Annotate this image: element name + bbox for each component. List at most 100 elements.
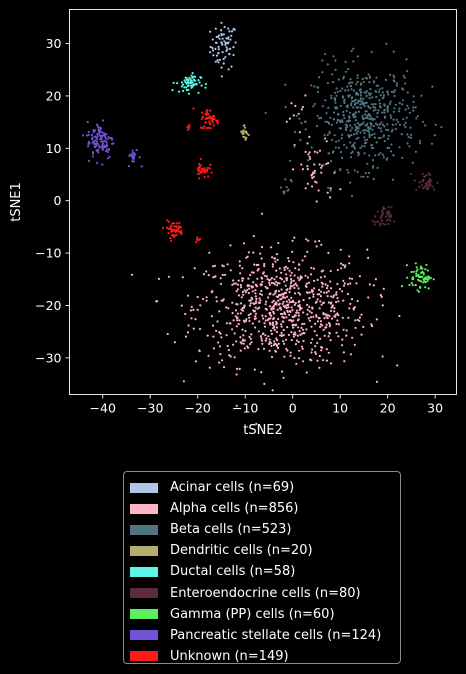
data-point [382, 156, 385, 159]
data-point [376, 111, 379, 115]
data-point [306, 165, 309, 168]
data-point [107, 150, 110, 153]
data-point [425, 277, 428, 280]
data-point [277, 317, 280, 321]
data-point [320, 303, 323, 306]
data-point [318, 163, 321, 166]
data-point [410, 270, 413, 274]
data-point [370, 324, 374, 328]
data-point [332, 150, 335, 153]
data-point [301, 168, 304, 171]
data-point [398, 107, 401, 110]
data-point [306, 142, 309, 145]
data-point [259, 283, 262, 286]
data-point [343, 282, 346, 285]
data-point [316, 298, 319, 301]
data-point [368, 133, 371, 136]
data-point [283, 266, 286, 269]
legend-label: Acinar cells (n=69) [170, 480, 295, 496]
data-point [330, 306, 333, 309]
data-point [293, 292, 297, 295]
data-point [308, 319, 311, 322]
data-point [326, 63, 329, 66]
data-point [214, 60, 217, 63]
data-point [309, 316, 313, 319]
data-point [368, 135, 371, 139]
data-point [296, 319, 300, 322]
data-point [206, 334, 209, 337]
data-point [268, 305, 271, 308]
data-point [333, 134, 336, 137]
data-point [347, 89, 350, 92]
data-point [271, 321, 275, 324]
data-point [195, 83, 198, 86]
data-point [393, 76, 396, 79]
data-point [169, 226, 172, 229]
data-point [430, 142, 434, 145]
data-point [300, 108, 303, 111]
data-point [348, 111, 352, 114]
data-point [336, 319, 339, 322]
data-point [295, 311, 298, 314]
data-point [130, 273, 134, 276]
data-point [318, 239, 321, 243]
data-point [284, 178, 287, 181]
data-point [238, 264, 241, 267]
data-point [239, 302, 243, 305]
data-point [336, 107, 339, 110]
data-point [353, 133, 356, 136]
data-point [259, 299, 262, 302]
data-point [347, 119, 350, 122]
data-point [274, 260, 277, 263]
data-point [199, 157, 202, 160]
data-point [272, 316, 275, 320]
data-point [397, 121, 400, 124]
data-point [297, 311, 300, 314]
data-point [383, 140, 386, 143]
data-point [374, 106, 377, 109]
data-point [100, 140, 103, 143]
data-point [388, 146, 391, 150]
data-point [172, 81, 175, 84]
data-point [386, 91, 389, 94]
data-point [271, 265, 274, 268]
data-point [301, 347, 304, 350]
data-point [301, 259, 304, 262]
data-point [218, 310, 221, 313]
data-point [288, 298, 291, 301]
data-point [195, 241, 198, 244]
data-point [261, 212, 264, 215]
data-point [239, 336, 242, 339]
data-point [356, 130, 360, 133]
data-point [258, 306, 261, 309]
data-point [209, 45, 212, 49]
data-point [293, 331, 296, 334]
data-point [343, 117, 346, 120]
data-point [318, 293, 321, 296]
data-point [368, 81, 371, 84]
data-point [330, 94, 333, 97]
data-point [329, 280, 332, 283]
data-point [295, 362, 298, 365]
data-point [209, 30, 212, 33]
data-point [329, 187, 332, 190]
data-point [368, 154, 371, 157]
data-point [389, 73, 392, 76]
data-point [204, 83, 207, 86]
data-point [354, 326, 357, 329]
data-point [304, 274, 307, 277]
data-point [190, 305, 193, 308]
data-point [301, 105, 304, 109]
data-point [320, 349, 323, 352]
data-point [394, 123, 397, 126]
legend-swatch [130, 609, 158, 620]
data-point [167, 275, 170, 278]
data-point [244, 329, 247, 333]
data-point [253, 317, 256, 320]
data-point [239, 341, 242, 344]
data-point [288, 301, 291, 304]
data-point [353, 169, 356, 172]
data-point [315, 300, 318, 303]
data-point [365, 116, 369, 119]
data-point [331, 317, 334, 320]
